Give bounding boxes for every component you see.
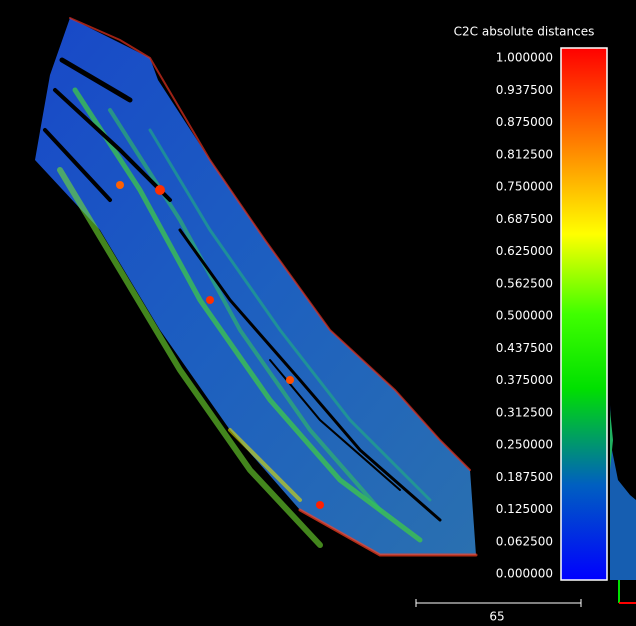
colorbar-label: 0.375000: [496, 373, 553, 387]
colorbar-label: 0.500000: [496, 309, 553, 323]
colorbar-label: 0.562500: [496, 276, 553, 290]
viewer: C2C absolute distances 1.000000 0.937500 0…: [0, 0, 636, 626]
colorbar-label: 0.437500: [496, 341, 553, 355]
hotspot: [286, 376, 294, 384]
colorbar-label: 0.625000: [496, 244, 553, 258]
colorbar-label: 0.000000: [496, 567, 553, 581]
scale-bar-label: 65: [489, 610, 504, 624]
colorbar-label: 0.812500: [496, 147, 553, 161]
colorbar-label: 0.687500: [496, 212, 553, 226]
colorbar-label: 0.187500: [496, 470, 553, 484]
hotspot: [206, 296, 214, 304]
colorbar-label: 0.250000: [496, 438, 553, 452]
hotspot: [316, 501, 324, 509]
colorbar-label: 0.750000: [496, 180, 553, 194]
colorbar-title: C2C absolute distances: [454, 25, 595, 39]
colorbar-label: 0.125000: [496, 502, 553, 516]
colorbar-label: 0.062500: [496, 534, 553, 548]
colorbar-label: 0.937500: [496, 83, 553, 97]
colorbar-label: 0.312500: [496, 405, 553, 419]
colorbar-label: 1.000000: [496, 51, 553, 65]
colorbar: [561, 48, 607, 580]
hotspot: [116, 181, 124, 189]
colorbar-label: 0.875000: [496, 115, 553, 129]
hotspot: [155, 185, 165, 195]
